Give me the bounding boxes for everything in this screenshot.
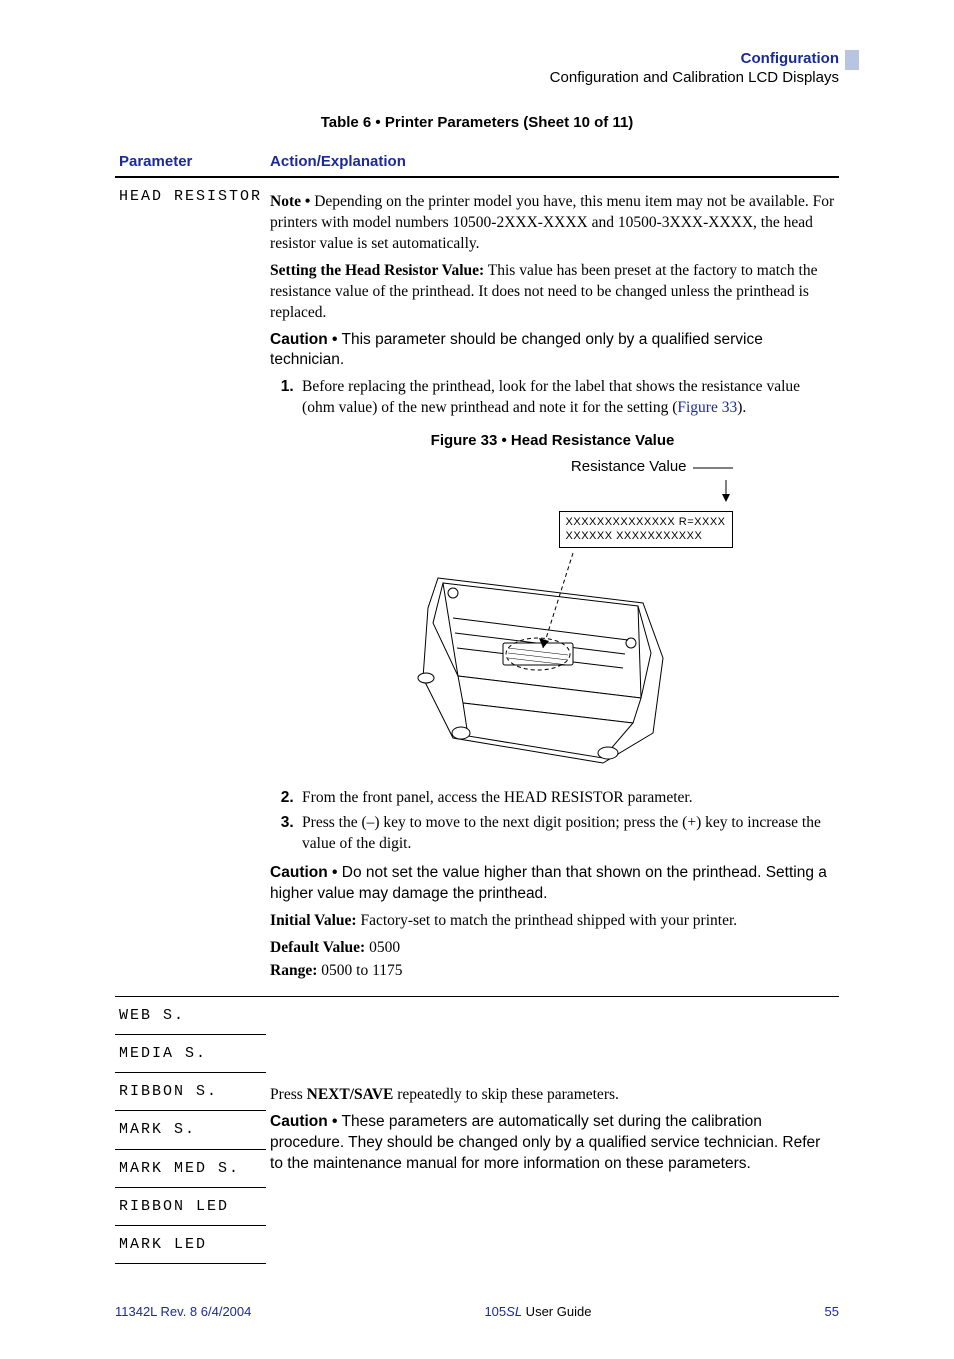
header-title: Configuration — [115, 50, 839, 67]
step1-text-b: ). — [737, 399, 746, 416]
parameter-table: Parameter Action/Explanation HEAD RESIST… — [115, 147, 839, 1264]
column-header-parameter: Parameter — [115, 147, 266, 177]
initial-value-paragraph: Initial Value: Factory-set to match the … — [270, 911, 835, 932]
callout-label: Resistance Value — [571, 457, 687, 477]
setting-label: Setting the Head Resistor Value: — [270, 262, 484, 279]
page-header: Configuration Configuration and Calibrat… — [115, 50, 839, 86]
callout-line-icon — [693, 461, 733, 475]
steps-list-cont: From the front panel, access the HEAD RE… — [270, 788, 835, 855]
table-row: HEAD RESISTOR Note • Depending on the pr… — [115, 177, 839, 996]
step-item: Press the (–) key to move to the next di… — [298, 813, 835, 855]
note-label: Note • — [270, 193, 310, 210]
range-paragraph: Range: 0500 to 1175 — [270, 961, 835, 982]
steps-list: Before replacing the printhead, look for… — [270, 377, 835, 419]
placeholder-line2: XXXXXX XXXXXXXXXXX — [566, 529, 726, 544]
caution2-paragraph: Caution • Do not set the value higher th… — [270, 863, 835, 905]
figure-link[interactable]: Figure 33 — [677, 399, 737, 416]
default-text: 0500 — [365, 939, 400, 956]
resistance-label-box: XXXXXXXXXXXXXX R=XXXX XXXXXX XXXXXXXXXXX — [559, 511, 733, 549]
footer-page-number: 55 — [825, 1304, 839, 1319]
header-tab-marker — [845, 50, 859, 70]
lcd-param-ribbon-led: RIBBON LED — [119, 1198, 229, 1215]
column-header-action: Action/Explanation — [266, 147, 839, 177]
lcd-param-head-resistor: HEAD RESISTOR — [119, 188, 262, 205]
caution-paragraph: Caution • This parameter should be chang… — [270, 330, 835, 372]
lcd-param-mark-led: MARK LED — [119, 1236, 207, 1253]
sensor-caution-text: These parameters are automatically set d… — [270, 1113, 820, 1172]
caution2-label: Caution • — [270, 864, 337, 881]
sensor-caution-paragraph: Caution • These parameters are automatic… — [270, 1112, 835, 1175]
setting-paragraph: Setting the Head Resistor Value: This va… — [270, 261, 835, 324]
lcd-param-mark-s: MARK S. — [119, 1121, 196, 1138]
placeholder-line1: XXXXXXXXXXXXXX R=XXXX — [566, 515, 726, 530]
lcd-param-mark-med-s: MARK MED S. — [119, 1160, 240, 1177]
footer-model-suffix: SL — [506, 1304, 522, 1319]
caution2-text: Do not set the value higher than that sh… — [270, 864, 827, 902]
footer-guide-label: User Guide — [522, 1304, 591, 1319]
default-label: Default Value: — [270, 939, 365, 956]
range-text: 0500 to 1175 — [317, 962, 402, 979]
note-text: Depending on the printer model you have,… — [270, 193, 834, 252]
table-row: WEB S. Press NEXT/SAVE repeatedly to ski… — [115, 996, 839, 1034]
page-footer: 11342L Rev. 8 6/4/2004 105SL User Guide … — [115, 1304, 839, 1319]
figure-container: Resistance Value XXXXXXXXXXXXXX R=XXX — [373, 457, 733, 778]
step-item: Before replacing the printhead, look for… — [298, 377, 835, 419]
press-next-save: NEXT/SAVE — [307, 1086, 394, 1103]
sensor-caution-label: Caution • — [270, 1113, 337, 1130]
table-caption: Table 6 • Printer Parameters (Sheet 10 o… — [115, 114, 839, 131]
figure-title: Figure 33 • Head Resistance Value — [270, 431, 835, 451]
initial-label: Initial Value: — [270, 912, 357, 929]
footer-model-num: 105 — [484, 1304, 506, 1319]
printhead-diagram — [403, 548, 703, 778]
footer-revision: 11342L Rev. 8 6/4/2004 — [115, 1304, 251, 1319]
initial-text: Factory-set to match the printhead shipp… — [357, 912, 738, 929]
step-item: From the front panel, access the HEAD RE… — [298, 788, 835, 809]
footer-doc-title: 105SL User Guide — [484, 1304, 591, 1319]
press-text-c: repeatedly to skip these parameters. — [393, 1086, 619, 1103]
lcd-param-media-s: MEDIA S. — [119, 1045, 207, 1062]
caution-label: Caution • — [270, 331, 337, 348]
range-label: Range: — [270, 962, 317, 979]
default-value-paragraph: Default Value: 0500 — [270, 938, 835, 959]
arrow-down-icon — [719, 480, 733, 502]
header-subtitle: Configuration and Calibration LCD Displa… — [115, 69, 839, 86]
press-text-a: Press — [270, 1086, 307, 1103]
note-paragraph: Note • Depending on the printer model yo… — [270, 192, 835, 255]
caution-text: This parameter should be changed only by… — [270, 331, 763, 369]
lcd-param-ribbon-s: RIBBON S. — [119, 1083, 218, 1100]
lcd-param-web-s: WEB S. — [119, 1007, 185, 1024]
press-paragraph: Press NEXT/SAVE repeatedly to skip these… — [270, 1085, 835, 1106]
